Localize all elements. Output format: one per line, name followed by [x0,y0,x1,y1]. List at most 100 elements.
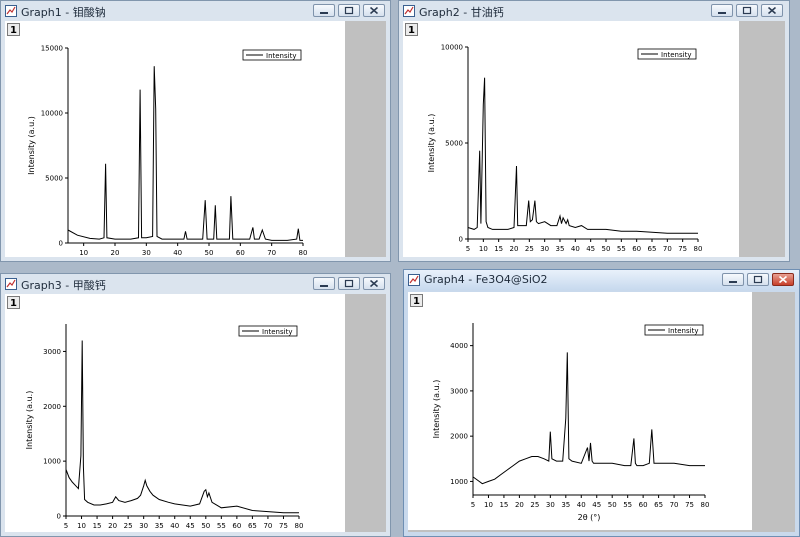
y-tick-label: 0 [459,236,463,244]
y-tick-label: 1000 [43,458,61,466]
y-tick-label: 5000 [445,140,463,148]
graph-window-icon [408,274,420,286]
x-tick-label: 50 [205,249,214,257]
x-tick-label: 5 [64,522,68,530]
maximize-button[interactable] [747,273,769,286]
maximize-button[interactable] [736,4,758,17]
series-line [467,77,698,234]
x-tick-label: 50 [608,501,617,509]
x-tick-label: 40 [170,522,179,530]
x-tick-label: 35 [155,522,164,530]
y-tick-label: 4000 [450,342,468,350]
y-axis-label: Intensity (a.u.) [27,116,36,175]
x-tick-label: 80 [701,501,710,509]
graph-window-icon [403,5,415,17]
x-tick-label: 70 [670,501,679,509]
x-tick-label: 10 [479,245,488,253]
graph4-titlebar[interactable]: Graph4 - Fe3O4@SiO2 [404,270,799,290]
x-tick-label: 75 [678,245,687,253]
x-tick-label: 30 [142,249,151,257]
x-tick-label: 20 [515,501,524,509]
close-button[interactable] [363,4,385,17]
layer-button[interactable]: 1 [405,23,418,36]
legend-label: Intensity [266,52,296,60]
graph2-window[interactable]: Graph2 - 甘油钙 1 5 10 15 20 25 30 35 40 45 50 55 60 65… [398,0,790,262]
maximize-button[interactable] [338,4,360,17]
graph3-titlebar[interactable]: Graph3 - 甲酸钙 [1,274,390,294]
layer-button[interactable]: 1 [7,23,20,36]
window-title: Graph1 - 钼酸钠 [21,6,106,19]
x-tick-label: 35 [561,501,570,509]
x-tick-label: 65 [248,522,257,530]
close-button[interactable] [761,4,783,17]
y-axis-label: Intensity (a.u.) [432,380,441,439]
x-tick-label: 70 [663,245,672,253]
y-tick-label: 5000 [45,175,63,183]
graph2-chart: 5 10 15 20 25 30 35 40 45 50 55 60 65 70 75 80 0 5000 1000… [427,44,703,254]
x-tick-label: 45 [586,245,595,253]
minimize-button[interactable] [722,273,744,286]
graph3-window[interactable]: Graph3 - 甲酸钙 1 5 10 15 20 25 30 35 40 45 50 55 60 65… [0,273,391,537]
window-title: Graph3 - 甲酸钙 [21,279,106,292]
y-axis-label: Intensity (a.u.) [427,114,436,173]
x-tick-label: 40 [571,245,580,253]
graph3-chart: 5 10 15 20 25 30 35 40 45 50 55 60 65 70 75 80 0 1000 2000… [25,324,303,530]
x-tick-label: 25 [124,522,133,530]
layer-button[interactable]: 1 [7,296,20,309]
minimize-button[interactable] [313,277,335,290]
legend-box [242,49,302,61]
legend-label: Intensity [262,328,292,336]
graph1-page: 1 10203040506070800500010000150002θ (°)I… [5,21,345,257]
x-tick-label: 65 [648,245,657,253]
x-axis-label: 2θ (°) [578,513,601,522]
x-tick-label: 75 [279,522,288,530]
layer-button[interactable]: 1 [410,294,423,307]
y-tick-label: 10000 [441,44,463,52]
graph1-chart: 10203040506070800500010000150002θ (°)Int… [27,45,307,258]
x-tick-label: 5 [471,501,475,509]
x-tick-label: 55 [623,501,632,509]
series-line [472,352,705,485]
y-tick-label: 3000 [450,387,468,395]
maximize-button[interactable] [338,277,360,290]
x-tick-label: 45 [186,522,195,530]
x-tick-label: 20 [108,522,117,530]
x-tick-label: 30 [546,501,555,509]
legend-box [637,48,697,60]
x-tick-label: 60 [232,522,241,530]
x-tick-label: 70 [263,522,272,530]
graph2-page: 1 5 10 15 20 25 30 35 40 45 50 55 60 65 70 75 80 0 5000 10… [403,21,739,257]
x-tick-label: 45 [592,501,601,509]
graph1-window[interactable]: Graph1 - 钼酸钠 1 10 20 30 40 50 60 70 80 0 5000 1000… [0,0,391,262]
graph4-window[interactable]: Graph4 - Fe3O4@SiO2 1 5 10 15 20 25 30 35 40 45 5… [403,269,800,537]
graph-window-icon [5,278,17,290]
x-tick-label: 30 [540,245,549,253]
x-tick-label: 60 [632,245,641,253]
graph2-titlebar[interactable]: Graph2 - 甘油钙 [399,1,789,21]
x-tick-label: 15 [499,501,508,509]
y-axis-label: Intensity (a.u.) [25,391,34,450]
legend-label: Intensity [661,51,691,59]
x-tick-label: 65 [654,501,663,509]
x-tick-label: 20 [111,249,120,257]
graph1-titlebar[interactable]: Graph1 - 钼酸钠 [1,1,390,21]
minimize-button[interactable] [313,4,335,17]
x-tick-label: 20 [510,245,519,253]
x-tick-label: 55 [617,245,626,253]
x-tick-label: 40 [173,249,182,257]
graph4-page: 1 5 10 15 20 25 30 35 40 45 50 55 60 65 70 75 80 1000 200… [408,292,752,530]
x-tick-label: 5 [466,245,470,253]
x-tick-label: 50 [201,522,210,530]
close-button[interactable] [772,273,794,286]
x-tick-label: 15 [494,245,503,253]
x-tick-label: 30 [139,522,148,530]
x-tick-label: 60 [236,249,245,257]
x-tick-label: 15 [93,522,102,530]
x-tick-label: 75 [685,501,694,509]
x-tick-label: 80 [694,245,703,253]
close-button[interactable] [363,277,385,290]
x-tick-label: 10 [484,501,493,509]
y-tick-label: 2000 [450,433,468,441]
minimize-button[interactable] [711,4,733,17]
x-tick-label: 70 [267,249,276,257]
